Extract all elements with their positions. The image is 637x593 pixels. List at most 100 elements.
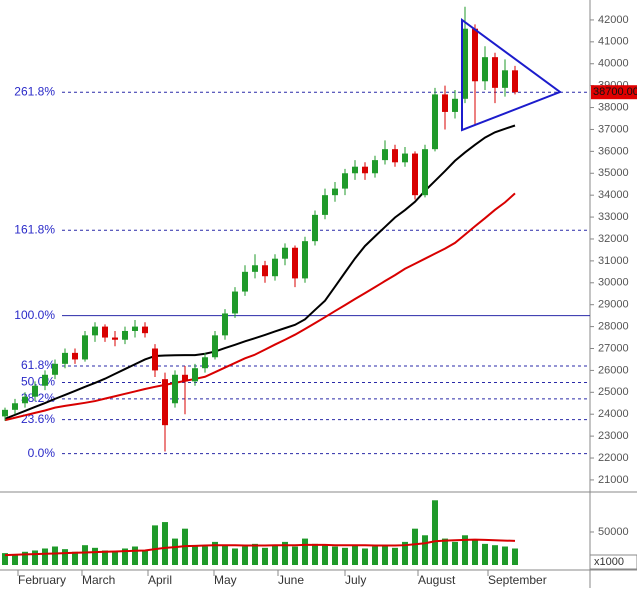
candle-body bbox=[252, 265, 258, 272]
volume-bar bbox=[222, 545, 228, 565]
fib-label: 0.0% bbox=[28, 446, 56, 460]
candle-body bbox=[62, 352, 68, 364]
candle-body bbox=[12, 403, 18, 410]
unit-box bbox=[589, 554, 637, 570]
candle-body bbox=[422, 149, 428, 196]
volume-bar bbox=[212, 541, 218, 565]
x-tick-label: February bbox=[18, 573, 66, 587]
candle-body bbox=[202, 357, 208, 369]
volume-bar bbox=[362, 548, 368, 565]
volume-bar bbox=[412, 528, 418, 565]
volume-bar bbox=[82, 545, 88, 565]
candle-body bbox=[2, 409, 8, 417]
fib-label: 261.8% bbox=[14, 84, 55, 98]
volume-bar bbox=[422, 535, 428, 565]
candle-body bbox=[322, 195, 328, 215]
moving-average bbox=[4, 192, 516, 422]
volume-bar bbox=[292, 546, 298, 565]
candle-body bbox=[482, 57, 488, 82]
volume-bar bbox=[22, 551, 28, 565]
candle-body bbox=[112, 337, 118, 340]
y-tick-label: 41000 bbox=[598, 36, 629, 48]
volume-bar bbox=[192, 545, 198, 565]
candle-body bbox=[222, 313, 228, 336]
last-price-box bbox=[591, 85, 637, 100]
fib-label: 23.6% bbox=[21, 412, 55, 426]
x-tick-label: August bbox=[418, 573, 456, 587]
y-tick-label: 28000 bbox=[598, 320, 629, 332]
candle-body bbox=[122, 330, 128, 340]
volume-bar bbox=[172, 538, 178, 565]
x-tick-label: March bbox=[82, 573, 115, 587]
x-tick-label: September bbox=[488, 573, 547, 587]
volume-bar bbox=[262, 547, 268, 565]
volume-bar bbox=[252, 543, 258, 565]
candle-body bbox=[182, 374, 188, 382]
x-tick-label: May bbox=[214, 573, 237, 587]
volume-ma bbox=[4, 538, 516, 557]
candle-body bbox=[472, 28, 478, 82]
volume-bar bbox=[282, 541, 288, 565]
y-tick-label: 33000 bbox=[598, 211, 629, 223]
candle-body bbox=[132, 326, 138, 331]
candle-body bbox=[172, 374, 178, 404]
volume-bar bbox=[2, 553, 8, 565]
volume-bar bbox=[242, 546, 248, 565]
candle-body bbox=[212, 335, 218, 358]
y-tick-label: 26000 bbox=[598, 364, 629, 376]
candle-body bbox=[242, 271, 248, 292]
candle-body bbox=[162, 379, 168, 426]
candle-body bbox=[502, 70, 508, 88]
y-tick-label: 38000 bbox=[598, 101, 629, 113]
volume-bar bbox=[42, 548, 48, 565]
volume-bar bbox=[72, 551, 78, 565]
candle-body bbox=[312, 214, 318, 242]
volume-bar bbox=[62, 549, 68, 565]
volume-bar bbox=[372, 546, 378, 565]
y-tick-label: 34000 bbox=[598, 189, 629, 201]
candle-body bbox=[192, 368, 198, 382]
y-tick-label: 31000 bbox=[598, 255, 629, 267]
volume-bar bbox=[12, 555, 18, 565]
candle-body bbox=[232, 291, 238, 314]
y-tick-label: 40000 bbox=[598, 58, 629, 70]
candle-body bbox=[302, 241, 308, 279]
candle-body bbox=[462, 28, 468, 99]
volume-bar bbox=[142, 550, 148, 565]
y-tick-label: 32000 bbox=[598, 233, 629, 245]
volume-bar bbox=[272, 545, 278, 565]
y-tick-label: 23000 bbox=[598, 430, 629, 442]
volume-bar bbox=[402, 541, 408, 565]
y-tick-label: 22000 bbox=[598, 452, 629, 464]
y-tick-label: 37000 bbox=[598, 123, 629, 135]
fib-label: 161.8% bbox=[14, 222, 55, 236]
candle-body bbox=[32, 385, 38, 397]
candle-body bbox=[42, 374, 48, 386]
candle-body bbox=[492, 57, 498, 88]
volume-bar bbox=[122, 548, 128, 565]
volume-bar bbox=[52, 546, 58, 565]
y-tick-label: 21000 bbox=[598, 474, 629, 486]
fib-label: 100.0% bbox=[14, 308, 55, 322]
volume-bar bbox=[352, 545, 358, 565]
candle-body bbox=[92, 326, 98, 336]
candle-body bbox=[282, 247, 288, 259]
fib-label: 61.8% bbox=[21, 358, 55, 372]
candle-body bbox=[432, 94, 438, 150]
y-tick-label: 27000 bbox=[598, 342, 629, 354]
x-tick-label: June bbox=[278, 573, 304, 587]
volume-bar bbox=[202, 546, 208, 565]
volume-bar bbox=[472, 539, 478, 565]
y-tick-label: 29000 bbox=[598, 299, 629, 311]
volume-bar bbox=[502, 546, 508, 565]
volume-bar bbox=[452, 541, 458, 565]
candle-body bbox=[142, 326, 148, 334]
volume-bar bbox=[162, 522, 168, 565]
volume-unit: x1000 bbox=[594, 556, 624, 568]
x-tick-label: April bbox=[148, 573, 172, 587]
candle-body bbox=[262, 265, 268, 277]
candle-body bbox=[342, 173, 348, 189]
volume-bar bbox=[342, 547, 348, 565]
candle-body bbox=[452, 98, 458, 112]
